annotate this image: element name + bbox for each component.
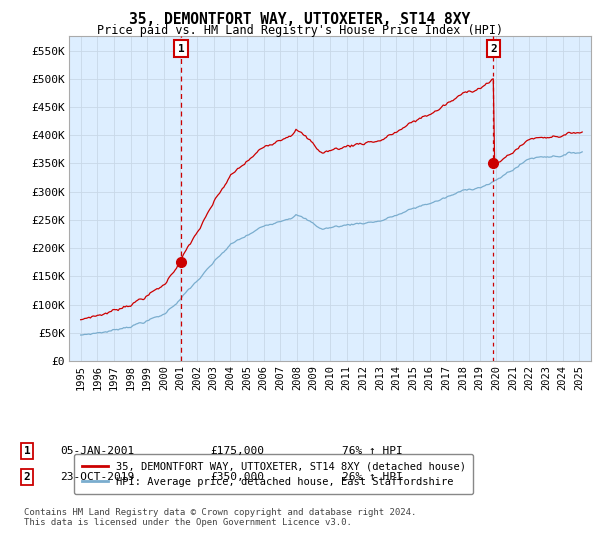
Text: 2: 2 <box>23 472 31 482</box>
Text: 1: 1 <box>23 446 31 456</box>
Text: £350,000: £350,000 <box>210 472 264 482</box>
Text: Contains HM Land Registry data © Crown copyright and database right 2024.
This d: Contains HM Land Registry data © Crown c… <box>24 508 416 528</box>
Text: 76% ↑ HPI: 76% ↑ HPI <box>342 446 403 456</box>
Text: 23-OCT-2019: 23-OCT-2019 <box>60 472 134 482</box>
Text: 05-JAN-2001: 05-JAN-2001 <box>60 446 134 456</box>
Text: Price paid vs. HM Land Registry's House Price Index (HPI): Price paid vs. HM Land Registry's House … <box>97 24 503 37</box>
Legend: 35, DEMONTFORT WAY, UTTOXETER, ST14 8XY (detached house), HPI: Average price, de: 35, DEMONTFORT WAY, UTTOXETER, ST14 8XY … <box>74 454 473 494</box>
Text: £175,000: £175,000 <box>210 446 264 456</box>
Text: 2: 2 <box>490 44 497 54</box>
Text: 1: 1 <box>178 44 184 54</box>
Text: 26% ↑ HPI: 26% ↑ HPI <box>342 472 403 482</box>
Text: 35, DEMONTFORT WAY, UTTOXETER, ST14 8XY: 35, DEMONTFORT WAY, UTTOXETER, ST14 8XY <box>130 12 470 27</box>
